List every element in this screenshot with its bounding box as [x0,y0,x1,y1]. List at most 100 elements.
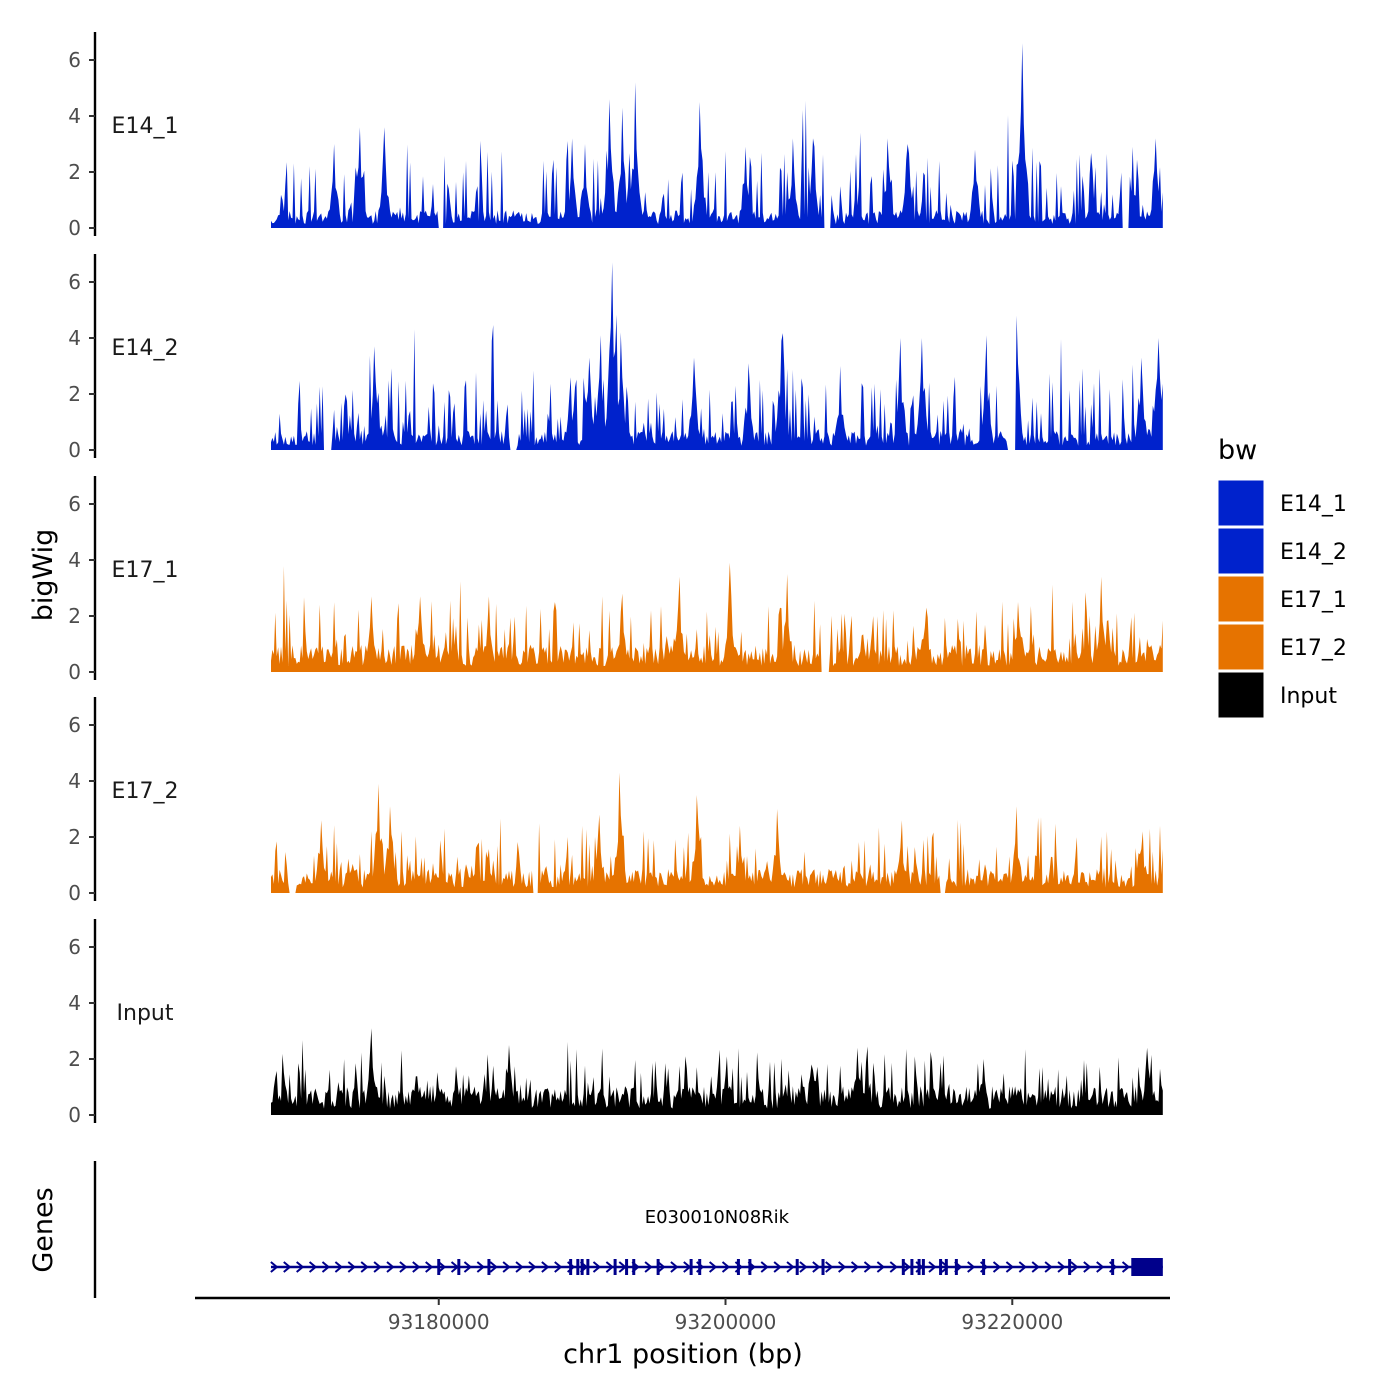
track-E17_1: 0 2 4 6 E17_1 [68,476,1163,684]
strand-chevron [786,1261,795,1273]
y-tick-label: 2 [68,160,81,184]
strand-chevron [425,1261,434,1273]
gene-terminal-exon [1131,1258,1163,1276]
strand-chevron [941,1261,950,1273]
legend-swatch-Input [1217,671,1265,719]
strand-chevron [296,1261,305,1273]
strand-chevron [528,1261,537,1273]
strand-chevron [1044,1261,1053,1273]
legend-label-E17_1: E17_1 [1280,588,1347,613]
strand-chevron [283,1261,292,1273]
gene-exon [457,1259,461,1275]
strand-chevron [270,1261,279,1273]
gene-exon [698,1259,702,1275]
gene-exon [656,1259,660,1275]
y-tick-label: 4 [68,769,81,793]
strand-chevron [373,1261,382,1273]
y-tick-label: 0 [68,881,81,905]
track-label: E17_2 [112,779,179,804]
signal-area-E14_1 [271,43,1163,229]
gene-exon [748,1259,752,1275]
y-tick-label: 0 [68,660,81,684]
strand-chevron [502,1261,511,1273]
track-E17_2: 0 2 4 6 E17_2 [68,697,1163,905]
y-tick-label: 0 [68,1103,81,1127]
strand-chevron [437,1261,447,1273]
gene-exon [910,1259,914,1275]
strand-chevron [605,1261,614,1273]
y-tick-label: 2 [68,825,81,849]
strand-chevron [644,1261,653,1273]
x-axis: 93180000 93200000 93220000 [195,1296,1170,1334]
strand-chevron [721,1261,731,1273]
gene-exon [921,1259,925,1275]
gene-panel: E030010N08Rik [93,1161,1163,1298]
legend: bw E14_1 E14_2 E17_1 E17_2 Input [1217,435,1347,719]
strand-chevron [1070,1261,1079,1273]
signal-area-Input [271,1028,1163,1115]
track-label: E17_1 [112,558,179,583]
signal-area-E14_2 [271,262,1163,450]
legend-label-E17_2: E17_2 [1280,636,1347,661]
strand-chevron [799,1261,808,1273]
y-tick-label: 4 [68,548,81,572]
strand-chevron [1057,1261,1066,1273]
legend-swatch-E14_1 [1217,479,1265,527]
gene-exon [586,1259,590,1275]
y-tick-label: 4 [68,104,81,128]
track-label: Input [117,1001,174,1026]
strand-chevron [489,1261,498,1273]
gene-exon [1068,1259,1072,1275]
gene-exon [632,1259,636,1275]
strand-chevron [773,1261,782,1273]
strand-chevron [876,1261,885,1273]
strand-chevron [812,1261,821,1273]
gene-exon [917,1259,921,1275]
gene-exon [821,1259,825,1275]
y-tick-label: 2 [68,1047,81,1071]
legend-swatch-E17_1 [1217,575,1265,623]
gene-exon [487,1259,491,1275]
strand-chevron [992,1261,1002,1273]
strand-chevron [360,1261,369,1273]
strand-chevron [850,1261,860,1273]
gene-exon [576,1259,580,1275]
strand-chevron [889,1261,898,1273]
track-label: E14_2 [112,336,179,361]
gene-exon [954,1259,958,1275]
strand-chevron [463,1261,472,1273]
gene-exon [580,1259,584,1275]
strand-chevron [838,1261,847,1273]
strand-chevron [386,1261,395,1273]
gene-exon [982,1259,986,1275]
strand-chevron [1121,1261,1131,1273]
track-E14_2: 0 2 4 6 E14_2 [68,254,1163,462]
strand-chevron [1083,1261,1092,1273]
legend-swatch-E17_2 [1217,623,1265,671]
track-Input: 0 2 4 6 Input [68,919,1163,1127]
strand-chevron [334,1261,343,1273]
strand-chevron [708,1261,718,1273]
legend-swatch-E14_2 [1217,527,1265,575]
y-tick-label: 4 [68,991,81,1015]
track-E14_1: 0 2 4 6 E14_1 [68,32,1163,240]
strand-chevron [308,1261,318,1273]
gene-exon [736,1259,740,1275]
strand-chevron [928,1261,937,1273]
gene-exon [1111,1259,1115,1275]
strand-chevron [554,1261,563,1273]
gene-exon [689,1259,693,1275]
x-tick-label: 93180000 [388,1310,490,1334]
strand-chevron [825,1261,834,1273]
y-tick-label: 6 [68,935,81,959]
strand-chevron [760,1261,769,1273]
legend-label-E14_2: E14_2 [1280,540,1347,565]
legend-label-Input: Input [1280,684,1337,709]
strand-chevron [412,1261,421,1273]
y-axis-title: bigWig [28,529,59,622]
y-tick-label: 0 [68,216,81,240]
signal-tracks: 0 2 4 6 E14_1 0 2 4 6 E14_2 0 2 4 6 E17_1 0 2 4 6 E17_2 0 2 4 6… [68,32,1163,1127]
strand-chevron [902,1261,911,1273]
signal-area-E17_2 [271,772,1163,893]
signal-area-E17_1 [271,562,1163,672]
